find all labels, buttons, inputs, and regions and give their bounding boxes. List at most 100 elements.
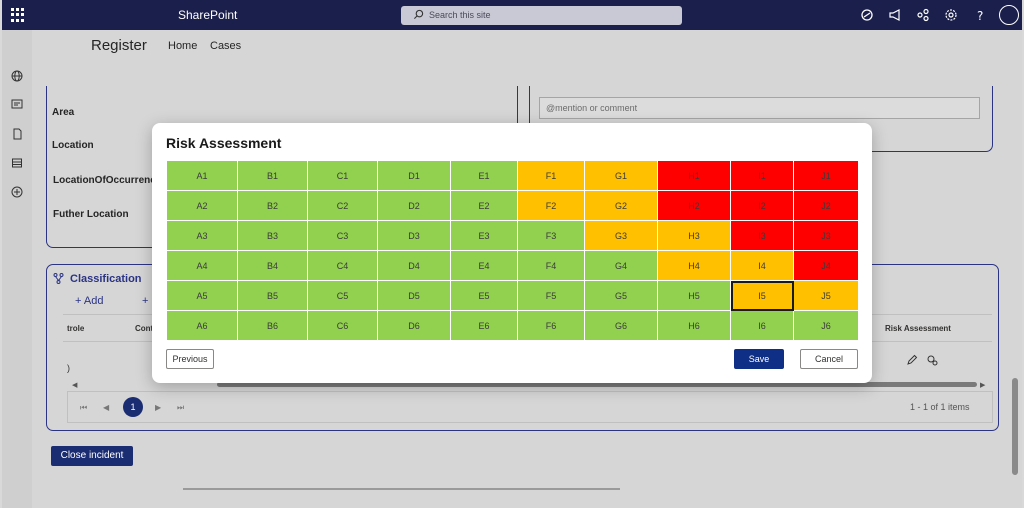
page-scrollbar[interactable] — [1012, 378, 1018, 475]
risk-cell-f1[interactable]: F1 — [517, 160, 585, 191]
risk-cell-e4[interactable]: E4 — [450, 250, 518, 281]
comment-input[interactable]: @mention or comment — [539, 97, 980, 119]
risk-cell-g3[interactable]: G3 — [584, 220, 658, 251]
previous-button[interactable]: Previous — [166, 349, 214, 369]
risk-cell-i3[interactable]: I3 — [730, 220, 794, 251]
risk-cell-h5[interactable]: H5 — [657, 280, 731, 311]
risk-cell-b4[interactable]: B4 — [237, 250, 308, 281]
scroll-left-icon[interactable]: ◀ — [72, 382, 78, 389]
risk-cell-h3[interactable]: H3 — [657, 220, 731, 251]
risk-cell-c6[interactable]: C6 — [307, 310, 378, 341]
bottom-divider — [183, 488, 620, 490]
risk-cell-j5[interactable]: J5 — [793, 280, 859, 311]
site-title[interactable]: Register — [91, 37, 147, 54]
risk-cell-c4[interactable]: C4 — [307, 250, 378, 281]
last-page-icon[interactable]: ⏭ — [177, 403, 185, 412]
news-icon[interactable] — [11, 98, 23, 110]
risk-cell-b1[interactable]: B1 — [237, 160, 308, 191]
risk-cell-d1[interactable]: D1 — [377, 160, 451, 191]
risk-cell-g5[interactable]: G5 — [584, 280, 658, 311]
risk-matrix-row: A3 B3 C3 D3 E3 F3 G3 H3 I3 J3 — [166, 220, 859, 251]
risk-cell-i2[interactable]: I2 — [730, 190, 794, 221]
risk-cell-j4[interactable]: J4 — [793, 250, 859, 281]
scroll-right-icon[interactable]: ▶ — [980, 382, 986, 389]
save-button[interactable]: Save — [734, 349, 784, 369]
risk-cell-j3[interactable]: J3 — [793, 220, 859, 251]
gear-icon[interactable] — [944, 8, 958, 22]
risk-cell-d3[interactable]: D3 — [377, 220, 451, 251]
risk-cell-j2[interactable]: J2 — [793, 190, 859, 221]
risk-cell-a4[interactable]: A4 — [166, 250, 238, 281]
brand-label[interactable]: SharePoint — [178, 8, 238, 22]
risk-cell-h4[interactable]: H4 — [657, 250, 731, 281]
risk-cell-i5[interactable]: I5 — [730, 280, 794, 311]
first-page-icon[interactable]: ⏮ — [80, 403, 88, 412]
risk-cell-j6[interactable]: J6 — [793, 310, 859, 341]
risk-cell-b6[interactable]: B6 — [237, 310, 308, 341]
list-icon[interactable] — [11, 157, 23, 169]
nav-home[interactable]: Home — [168, 40, 198, 52]
page-number-current[interactable]: 1 — [123, 397, 143, 417]
risk-cell-g2[interactable]: G2 — [584, 190, 658, 221]
column-header-controle[interactable]: trole — [67, 324, 85, 333]
share-icon[interactable] — [916, 8, 930, 22]
risk-cell-f2[interactable]: F2 — [517, 190, 585, 221]
risk-cell-h2[interactable]: H2 — [657, 190, 731, 221]
help-icon[interactable]: ? — [973, 8, 987, 22]
plus-icon[interactable]: + — [142, 295, 149, 307]
megaphone-icon[interactable] — [888, 8, 902, 22]
cancel-button[interactable]: Cancel — [800, 349, 858, 369]
risk-cell-f3[interactable]: F3 — [517, 220, 585, 251]
risk-cell-c2[interactable]: C2 — [307, 190, 378, 221]
risk-cell-b5[interactable]: B5 — [237, 280, 308, 311]
risk-cell-d4[interactable]: D4 — [377, 250, 451, 281]
nav-cases[interactable]: Cases — [210, 40, 242, 52]
app-launcher-icon[interactable] — [11, 8, 25, 22]
risk-cell-i6[interactable]: I6 — [730, 310, 794, 341]
risk-cell-h1[interactable]: H1 — [657, 160, 731, 191]
add-button[interactable]: + Add — [75, 295, 103, 307]
column-header-cont[interactable]: Cont — [135, 324, 154, 333]
risk-cell-a2[interactable]: A2 — [166, 190, 238, 221]
risk-cell-e1[interactable]: E1 — [450, 160, 518, 191]
risk-settings-icon[interactable] — [926, 354, 938, 366]
risk-cell-d5[interactable]: D5 — [377, 280, 451, 311]
risk-cell-g6[interactable]: G6 — [584, 310, 658, 341]
risk-cell-f5[interactable]: F5 — [517, 280, 585, 311]
copilot-icon[interactable] — [860, 8, 874, 22]
risk-cell-e5[interactable]: E5 — [450, 280, 518, 311]
risk-cell-d6[interactable]: D6 — [377, 310, 451, 341]
add-circle-icon[interactable] — [11, 186, 23, 198]
globe-icon[interactable] — [11, 70, 23, 82]
risk-cell-g4[interactable]: G4 — [584, 250, 658, 281]
avatar[interactable] — [999, 5, 1019, 25]
risk-cell-d2[interactable]: D2 — [377, 190, 451, 221]
risk-cell-i1[interactable]: I1 — [730, 160, 794, 191]
risk-cell-g1[interactable]: G1 — [584, 160, 658, 191]
risk-cell-j1[interactable]: J1 — [793, 160, 859, 191]
risk-cell-c5[interactable]: C5 — [307, 280, 378, 311]
risk-cell-e3[interactable]: E3 — [450, 220, 518, 251]
risk-cell-i4[interactable]: I4 — [730, 250, 794, 281]
edit-icon[interactable] — [906, 354, 918, 366]
document-icon[interactable] — [11, 128, 23, 140]
prev-page-icon[interactable]: ◀ — [103, 403, 110, 412]
risk-cell-b3[interactable]: B3 — [237, 220, 308, 251]
risk-cell-b2[interactable]: B2 — [237, 190, 308, 221]
risk-cell-f6[interactable]: F6 — [517, 310, 585, 341]
risk-cell-a1[interactable]: A1 — [166, 160, 238, 191]
risk-cell-h6[interactable]: H6 — [657, 310, 731, 341]
risk-cell-c3[interactable]: C3 — [307, 220, 378, 251]
risk-cell-e2[interactable]: E2 — [450, 190, 518, 221]
close-incident-button[interactable]: Close incident — [51, 446, 133, 466]
risk-cell-a3[interactable]: A3 — [166, 220, 238, 251]
risk-cell-a6[interactable]: A6 — [166, 310, 238, 341]
risk-cell-c1[interactable]: C1 — [307, 160, 378, 191]
next-page-icon[interactable]: ▶ — [155, 403, 162, 412]
risk-cell-a5[interactable]: A5 — [166, 280, 238, 311]
search-input[interactable]: Search this site — [401, 6, 682, 25]
risk-cell-e6[interactable]: E6 — [450, 310, 518, 341]
risk-cell-f4[interactable]: F4 — [517, 250, 585, 281]
column-header-risk-assessment[interactable]: Risk Assessment — [885, 324, 951, 333]
horizontal-scrollbar[interactable] — [217, 382, 977, 387]
